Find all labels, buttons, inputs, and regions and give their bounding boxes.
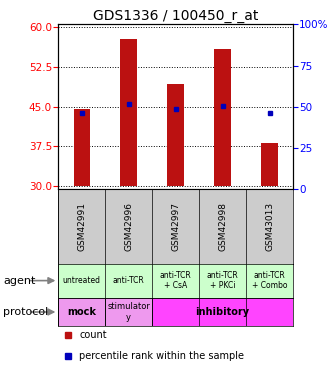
Text: GSM42996: GSM42996 xyxy=(124,202,133,251)
Text: mock: mock xyxy=(67,307,96,317)
Bar xyxy=(214,50,231,186)
Bar xyxy=(261,143,278,186)
Text: agent: agent xyxy=(3,276,36,286)
Bar xyxy=(121,39,137,186)
Bar xyxy=(167,84,184,186)
Text: stimulator
y: stimulator y xyxy=(107,302,150,322)
Bar xyxy=(152,298,293,326)
Text: anti-TCR
+ Combo: anti-TCR + Combo xyxy=(252,271,287,290)
Text: percentile rank within the sample: percentile rank within the sample xyxy=(79,351,244,360)
Title: GDS1336 / 100450_r_at: GDS1336 / 100450_r_at xyxy=(93,9,258,23)
Text: count: count xyxy=(79,330,107,340)
Bar xyxy=(58,298,105,326)
Text: GSM42991: GSM42991 xyxy=(77,202,86,251)
Text: inhibitory: inhibitory xyxy=(195,307,250,317)
Text: anti-TCR: anti-TCR xyxy=(113,276,145,285)
Text: untreated: untreated xyxy=(63,276,101,285)
Text: protocol: protocol xyxy=(3,307,49,317)
Text: GSM42998: GSM42998 xyxy=(218,202,227,251)
Text: anti-TCR
+ PKCi: anti-TCR + PKCi xyxy=(207,271,238,290)
Text: GSM43013: GSM43013 xyxy=(265,202,274,251)
Text: anti-TCR
+ CsA: anti-TCR + CsA xyxy=(160,271,191,290)
Bar xyxy=(74,110,90,186)
Bar xyxy=(105,298,152,326)
Text: GSM42997: GSM42997 xyxy=(171,202,180,251)
